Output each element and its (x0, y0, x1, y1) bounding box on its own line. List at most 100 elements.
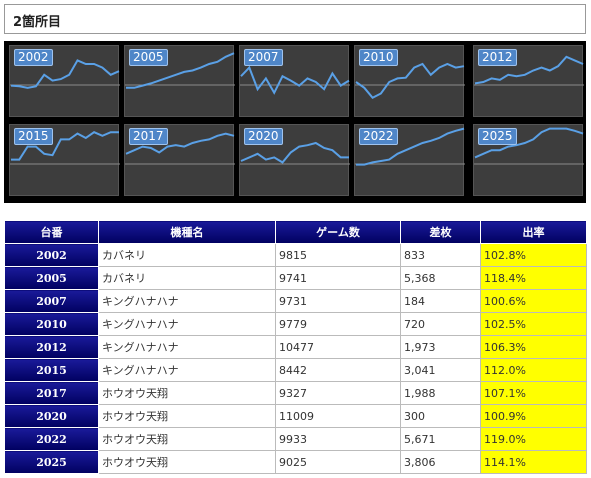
graph-label: 2020 (244, 128, 283, 145)
table-row: 2025 ホウオウ天翔 9025 3,806 114.1% (4, 450, 587, 474)
game-count: 9779 (275, 312, 401, 336)
graph-thumbnail[interactable]: 2022 (354, 124, 465, 196)
machine-name: カバネリ (98, 243, 276, 267)
payout-rate: 118.4% (480, 266, 587, 290)
graph-panel: 2002 2005 2007 2010 2012 2015 2017 2020 2022 2025 (4, 41, 586, 203)
machine-data-table: 台番 機種名 ゲーム数 差枚 出率 2002 カバネリ 9815 833 102.8% 2… (4, 220, 587, 474)
coin-difference: 3,041 (400, 358, 481, 382)
graph-label: 2025 (478, 128, 517, 145)
table-row: 2007 キングハナハナ 9731 184 100.6% (4, 289, 587, 313)
game-count: 11009 (275, 404, 401, 428)
machine-name: ホウオウ天翔 (98, 381, 276, 405)
table-row: 2022 ホウオウ天翔 9933 5,671 119.0% (4, 427, 587, 451)
graph-line-chart (355, 127, 465, 166)
table-row: 2005 カバネリ 9741 5,368 118.4% (4, 266, 587, 290)
graph-line-chart (10, 131, 120, 165)
table-row: 2020 ホウオウ天翔 11009 300 100.9% (4, 404, 587, 428)
graph-thumbnail[interactable]: 2017 (124, 124, 235, 196)
machine-number: 2015 (4, 358, 99, 382)
game-count: 10477 (275, 335, 401, 359)
graph-thumbnail[interactable]: 2020 (239, 124, 350, 196)
payout-rate: 102.8% (480, 243, 587, 267)
graph-thumbnail[interactable]: 2015 (9, 124, 120, 196)
coin-difference: 300 (400, 404, 481, 428)
machine-name: ホウオウ天翔 (98, 427, 276, 451)
machine-name: キングハナハナ (98, 358, 276, 382)
graph-label: 2002 (14, 49, 53, 66)
table-row: 2017 ホウオウ天翔 9327 1,988 107.1% (4, 381, 587, 405)
machine-name: カバネリ (98, 266, 276, 290)
machine-number: 2007 (4, 289, 99, 313)
coin-difference: 5,671 (400, 427, 481, 451)
table-row: 2002 カバネリ 9815 833 102.8% (4, 243, 587, 267)
machine-number: 2017 (4, 381, 99, 405)
graph-label: 2015 (14, 128, 53, 145)
coin-difference: 1,988 (400, 381, 481, 405)
machine-number: 2005 (4, 266, 99, 290)
graph-line-chart (474, 55, 584, 86)
coin-difference: 833 (400, 243, 481, 267)
coin-difference: 720 (400, 312, 481, 336)
graph-thumbnail[interactable]: 2007 (239, 45, 350, 117)
payout-rate: 119.0% (480, 427, 587, 451)
game-count: 9815 (275, 243, 401, 267)
machine-number: 2012 (4, 335, 99, 359)
graph-line-chart (125, 52, 235, 89)
graph-thumbnail[interactable]: 2002 (9, 45, 120, 117)
coin-difference: 1,973 (400, 335, 481, 359)
header-machine-number: 台番 (4, 220, 99, 244)
graph-label: 2007 (244, 49, 283, 66)
graph-label: 2005 (129, 49, 168, 66)
coin-difference: 184 (400, 289, 481, 313)
graph-line-chart (240, 65, 350, 95)
payout-rate: 106.3% (480, 335, 587, 359)
graph-line-chart (355, 62, 465, 100)
game-count: 9731 (275, 289, 401, 313)
payout-rate: 100.9% (480, 404, 587, 428)
graph-thumbnail[interactable]: 2025 (473, 124, 584, 196)
machine-number: 2022 (4, 427, 99, 451)
graph-label: 2017 (129, 128, 168, 145)
header-machine-name: 機種名 (98, 220, 276, 244)
table-header-row: 台番 機種名 ゲーム数 差枚 出率 (4, 220, 587, 244)
graph-label: 2010 (359, 49, 398, 66)
section-title-box: 2箇所目 (4, 4, 586, 34)
graph-line-chart (240, 141, 350, 165)
payout-rate: 100.6% (480, 289, 587, 313)
machine-number: 2002 (4, 243, 99, 267)
graph-thumbnail[interactable]: 2010 (354, 45, 465, 117)
machine-name: キングハナハナ (98, 312, 276, 336)
section-title: 2箇所目 (13, 15, 62, 30)
payout-rate: 114.1% (480, 450, 587, 474)
table-row: 2010 キングハナハナ 9779 720 102.5% (4, 312, 587, 336)
payout-rate: 112.0% (480, 358, 587, 382)
machine-name: ホウオウ天翔 (98, 450, 276, 474)
machine-name: キングハナハナ (98, 335, 276, 359)
graph-thumbnail[interactable]: 2012 (473, 45, 584, 117)
machine-name: キングハナハナ (98, 289, 276, 313)
table-row: 2012 キングハナハナ 10477 1,973 106.3% (4, 335, 587, 359)
graph-thumbnail[interactable]: 2005 (124, 45, 235, 117)
graph-line-chart (474, 127, 584, 165)
graph-label: 2012 (478, 49, 517, 66)
game-count: 9741 (275, 266, 401, 290)
machine-name: ホウオウ天翔 (98, 404, 276, 428)
graph-label: 2022 (359, 128, 398, 145)
graph-line-chart (10, 59, 120, 89)
coin-difference: 3,806 (400, 450, 481, 474)
coin-difference: 5,368 (400, 266, 481, 290)
header-payout-rate: 出率 (480, 220, 587, 244)
table-row: 2015 キングハナハナ 8442 3,041 112.0% (4, 358, 587, 382)
graph-line-chart (125, 132, 235, 165)
header-difference: 差枚 (400, 220, 481, 244)
payout-rate: 107.1% (480, 381, 587, 405)
game-count: 9327 (275, 381, 401, 405)
machine-number: 2010 (4, 312, 99, 336)
game-count: 8442 (275, 358, 401, 382)
machine-number: 2020 (4, 404, 99, 428)
header-games: ゲーム数 (275, 220, 401, 244)
game-count: 9933 (275, 427, 401, 451)
machine-number: 2025 (4, 450, 99, 474)
payout-rate: 102.5% (480, 312, 587, 336)
game-count: 9025 (275, 450, 401, 474)
